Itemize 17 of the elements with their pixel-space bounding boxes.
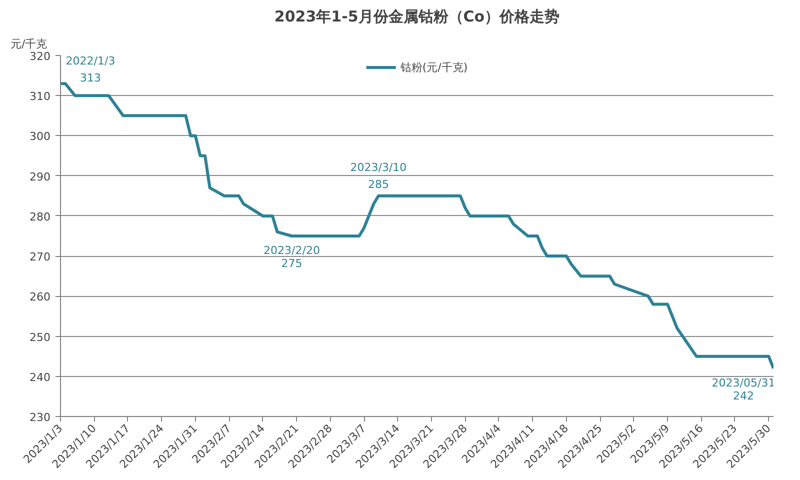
y-tick-label: 290 [30, 170, 51, 184]
chart-title: 2023年1-5月份金属钴粉（Co）价格走势 [274, 8, 560, 26]
y-tick-label: 230 [30, 411, 51, 424]
y-tick-label: 270 [30, 250, 51, 264]
y-tick-label: 260 [30, 290, 51, 304]
line-series [60, 82, 774, 370]
annotation: 2022/1/3 313 [66, 54, 116, 85]
annotation: 2023/2/20 275 [264, 244, 320, 270]
y-tick-label: 240 [30, 370, 51, 384]
y-tick-label: 250 [30, 330, 51, 344]
y-tick-label: 300 [30, 130, 51, 144]
y-tick-label: 310 [30, 90, 51, 104]
legend-label: 钴粉(元/千克) [400, 60, 468, 74]
y-tick-label: 320 [30, 50, 51, 63]
annotation: 2023/3/10 285 [350, 160, 407, 191]
y-axis-title: 元/千克 [10, 38, 48, 50]
y-tick-label: 280 [30, 210, 51, 224]
